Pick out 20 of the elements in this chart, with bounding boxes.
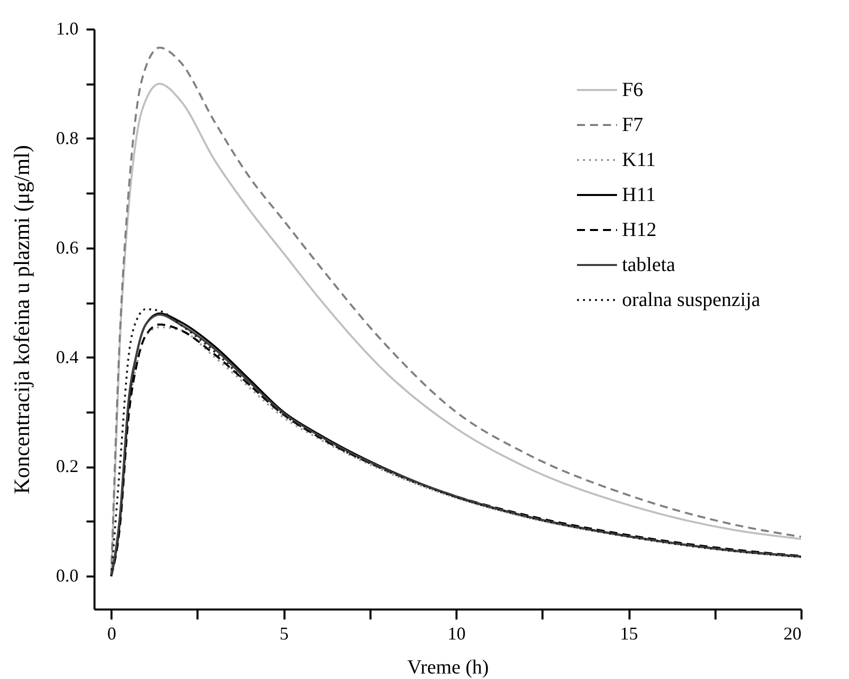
x-tick-label: 20 [784, 624, 802, 644]
legend-label: tableta [622, 254, 676, 276]
x-tick-label: 15 [620, 624, 638, 644]
x-axis-title: Vreme (h) [407, 656, 489, 678]
y-tick-label: 0.0 [56, 566, 78, 586]
legend-label: F6 [622, 79, 644, 101]
x-tick-label: 5 [280, 624, 289, 644]
y-axis-title: Koncentracija kofeina u plazmi (μg/ml) [9, 145, 34, 494]
y-tick-label: 0.4 [56, 346, 78, 367]
y-tick-label: 0.6 [56, 237, 78, 258]
legend-label: H11 [622, 184, 656, 206]
x-tick-label: 0 [107, 624, 116, 644]
legend-label: F7 [622, 114, 644, 136]
x-tick-label: 10 [448, 624, 466, 644]
y-tick-label: 0.8 [56, 128, 78, 148]
legend-label: H12 [622, 219, 656, 241]
y-tick-label: 0.2 [56, 456, 78, 476]
y-tick-label: 1.0 [56, 18, 78, 38]
legend-label: oralna suspenzija [622, 289, 760, 311]
legend-label: K11 [622, 149, 656, 171]
